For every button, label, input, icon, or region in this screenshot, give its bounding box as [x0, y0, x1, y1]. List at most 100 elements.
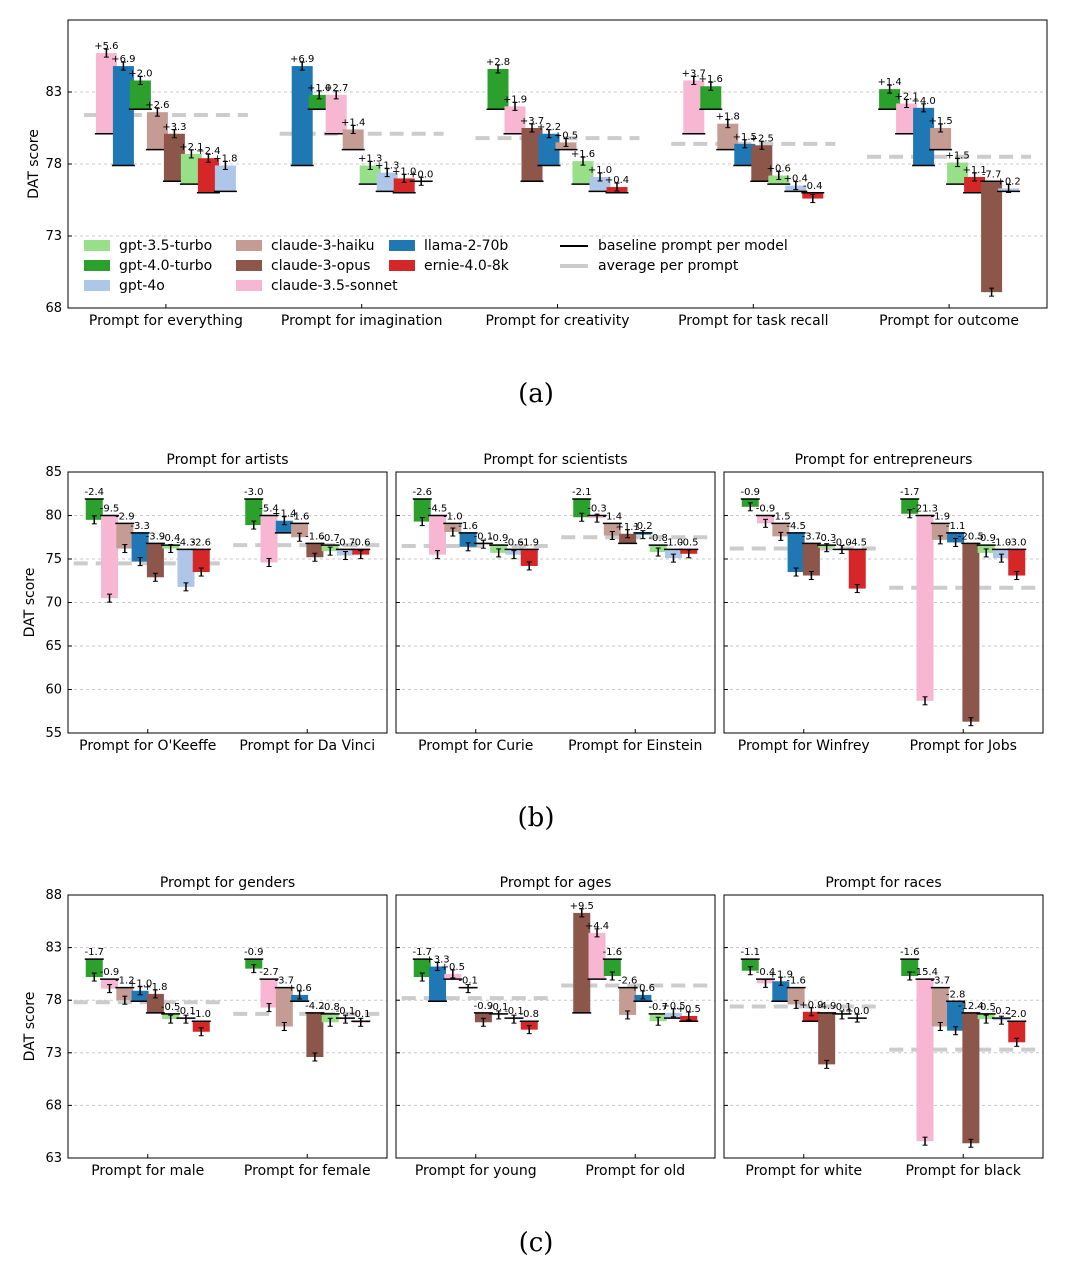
bar — [116, 987, 134, 1001]
data-label: -1.9 — [931, 511, 951, 522]
data-label: -1.2 — [115, 976, 135, 987]
bar — [474, 1012, 492, 1023]
data-label: -3.0 — [244, 487, 264, 498]
data-label: -1.9 — [519, 537, 539, 548]
panel-frame — [723, 471, 1044, 734]
data-label: -9.5 — [100, 504, 120, 515]
caption-a: (a) — [518, 379, 554, 409]
data-label: +2.5 — [750, 133, 774, 144]
data-label: -1.0 — [664, 537, 684, 548]
y-tick-label: 73 — [45, 1046, 62, 1061]
y-tick-label: 78 — [45, 157, 62, 172]
bar — [245, 959, 263, 969]
data-label: +4.4 — [585, 921, 609, 932]
data-label: -0.1 — [832, 1002, 852, 1013]
data-label: -1.5 — [771, 511, 791, 522]
data-label: -7.7 — [982, 169, 1002, 180]
data-label: +0.4 — [784, 174, 808, 185]
bar — [260, 979, 278, 1008]
data-label: -0.5 — [679, 537, 699, 548]
bar — [146, 112, 168, 150]
data-label: +0.5 — [554, 130, 578, 141]
data-label: -1.0 — [191, 1009, 211, 1020]
bar — [129, 80, 151, 110]
x-tick-label: Prompt for imagination — [281, 313, 443, 329]
bar — [459, 532, 477, 547]
data-label: +1.3 — [358, 153, 382, 164]
data-label: -0.1 — [504, 1006, 524, 1017]
bar — [751, 145, 773, 182]
chart-a: 68 73 78 83 Prompt for everything +5.6 +6.9 +2.… — [26, 19, 1048, 329]
bar — [848, 549, 866, 589]
data-label: -4.5 — [847, 537, 867, 548]
panel-frame — [67, 471, 388, 734]
bar — [85, 498, 103, 520]
data-label: -0.3 — [817, 533, 837, 544]
bar — [896, 103, 918, 134]
bar — [947, 1001, 965, 1031]
data-label: +3.3 — [162, 122, 186, 133]
data-label: +2.6 — [145, 100, 169, 111]
data-label: +1.5 — [945, 151, 969, 162]
data-label: -3.9 — [146, 531, 166, 542]
y-tick-label: 73 — [45, 229, 62, 244]
data-label: -2.0 — [1007, 1009, 1027, 1020]
bar — [1008, 549, 1026, 576]
bar — [95, 53, 117, 134]
bar — [947, 162, 969, 185]
legend-label: average per prompt — [598, 258, 739, 274]
y-axis-label: DAT score — [26, 129, 42, 199]
data-label: -2.6 — [618, 976, 638, 987]
legend-label: llama-2-70b — [424, 238, 508, 254]
bar — [521, 128, 543, 182]
data-label: -0.7 — [336, 537, 356, 548]
bar — [275, 987, 293, 1027]
y-tick-label: 68 — [45, 301, 62, 316]
bar — [429, 515, 447, 555]
panel-title: Prompt for ages — [500, 875, 612, 891]
data-label: +1.9 — [769, 969, 793, 980]
data-label: +2.2 — [537, 122, 561, 133]
data-label: -0.6 — [351, 537, 371, 548]
bar — [1008, 1021, 1026, 1043]
bar — [787, 532, 805, 573]
bar — [359, 165, 381, 185]
data-label: +2.1 — [894, 92, 918, 103]
data-label: +1.3 — [375, 161, 399, 172]
caption-c: (c) — [519, 1228, 554, 1258]
bar — [85, 959, 103, 978]
y-tick-label: 68 — [45, 1098, 62, 1113]
panel-title: Prompt for genders — [160, 875, 295, 891]
data-label: +1.6 — [699, 74, 723, 85]
data-label: -20.5 — [958, 531, 984, 542]
bar — [192, 549, 210, 573]
legend-label: baseline prompt per model — [598, 238, 788, 254]
data-label: +0.5 — [661, 1001, 685, 1012]
data-label: +1.5 — [733, 132, 757, 143]
bar — [116, 523, 134, 549]
bar — [101, 979, 119, 989]
data-label: -0.9 — [976, 533, 996, 544]
data-label: -3.7 — [931, 976, 951, 987]
legend-swatch — [236, 260, 262, 271]
x-tick-label: Prompt for Curie — [418, 738, 533, 754]
bar — [962, 1012, 980, 1144]
data-label: -0.9 — [474, 1001, 494, 1012]
data-label: -0.4 — [803, 181, 823, 192]
data-label: -1.6 — [458, 521, 478, 532]
data-label: -1.1 — [740, 947, 760, 958]
bar — [772, 523, 790, 537]
data-label: -0.6 — [504, 537, 524, 548]
bar — [901, 959, 919, 977]
bar — [291, 523, 309, 538]
bar — [163, 133, 185, 182]
y-tick-label: 80 — [45, 509, 62, 524]
data-label: -1.6 — [290, 511, 310, 522]
chart-c: 63 68 73 78 83 88 Prompt for genders Prompt for… — [22, 875, 1044, 1179]
data-label: +0.6 — [767, 164, 791, 175]
data-label: -2.9 — [115, 511, 135, 522]
y-tick-label: 83 — [45, 941, 62, 956]
bar — [101, 515, 119, 599]
data-label: -0.4 — [756, 967, 776, 978]
